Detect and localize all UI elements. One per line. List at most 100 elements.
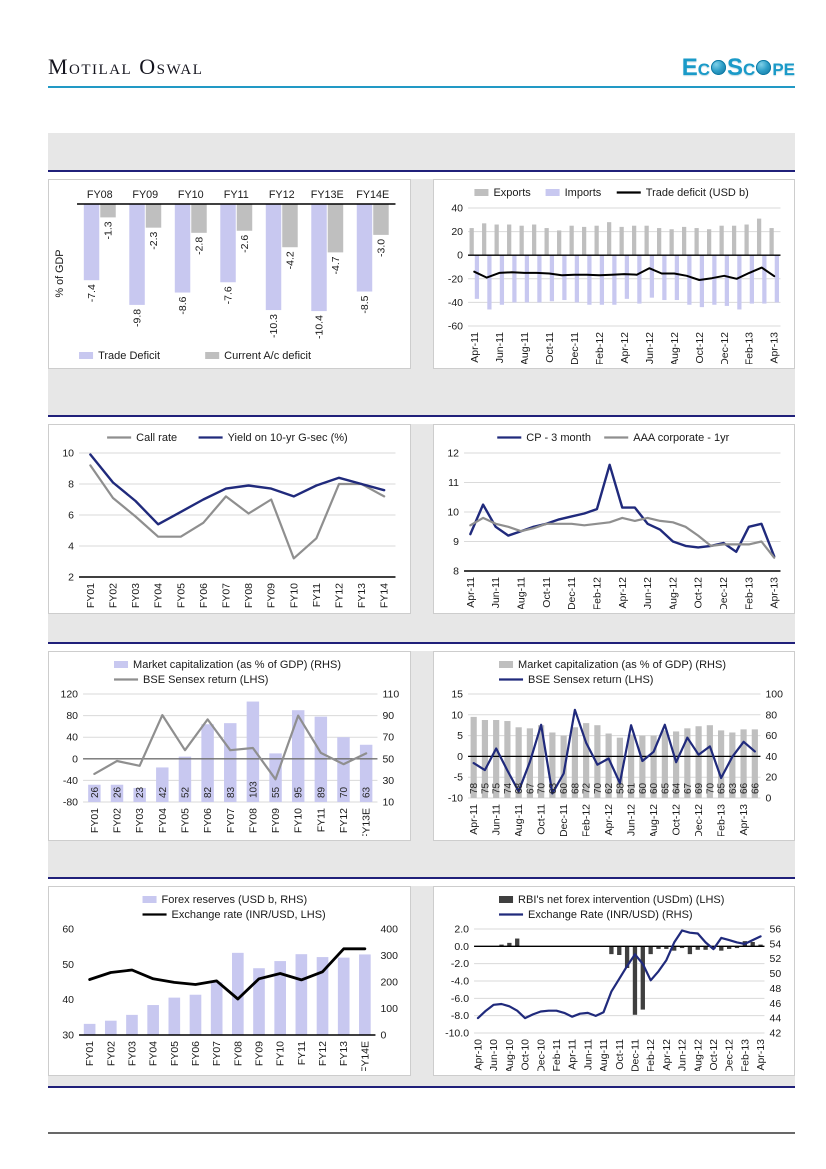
chart-row-3: 120 80 40 0 -40 -80 110 90 70 50 30 10 26 26 23 42 52 82 8… (48, 651, 795, 841)
globe-icon (756, 60, 772, 75)
svg-text:Market capitalization (as % of: Market capitalization (as % of GDP) (RHS… (133, 659, 341, 671)
svg-text:11: 11 (448, 477, 459, 489)
svg-text:-80: -80 (63, 797, 78, 809)
svg-text:Dec-11: Dec-11 (629, 1039, 641, 1071)
svg-text:FY11: FY11 (311, 583, 323, 607)
svg-text:Aug-10: Aug-10 (503, 1039, 515, 1071)
svg-text:FY09: FY09 (270, 808, 282, 833)
svg-text:FY10: FY10 (288, 583, 300, 608)
svg-text:Dec-12: Dec-12 (718, 332, 730, 364)
svg-text:FY13: FY13 (356, 583, 368, 608)
svg-text:Market capitalization (as % of: Market capitalization (as % of GDP) (RHS… (518, 659, 726, 671)
svg-text:0: 0 (72, 753, 78, 765)
svg-text:70: 70 (536, 782, 547, 794)
svg-text:Exports: Exports (493, 187, 531, 199)
svg-text:Apr-12: Apr-12 (660, 1039, 672, 1071)
chart-row-4: 60 50 40 30 400 300 200 100 0 FY01 FY02 FY03 FY04 FY0… (48, 886, 795, 1076)
svg-text:72: 72 (581, 782, 592, 794)
svg-text:FY02: FY02 (105, 1041, 117, 1066)
svg-text:FY06: FY06 (198, 583, 210, 608)
svg-text:FY06: FY06 (202, 808, 214, 833)
svg-text:95: 95 (294, 786, 305, 798)
svg-text:80: 80 (66, 710, 78, 722)
svg-text:FY08: FY08 (243, 583, 255, 608)
svg-text:FY12: FY12 (269, 189, 295, 201)
svg-text:40: 40 (765, 751, 777, 763)
svg-text:Exchange rate (INR/USD, LHS): Exchange rate (INR/USD, LHS) (172, 909, 326, 921)
svg-text:52: 52 (180, 786, 191, 798)
svg-text:Jun-11: Jun-11 (582, 1039, 594, 1070)
svg-text:Trade Deficit: Trade Deficit (98, 350, 160, 362)
svg-text:FY07: FY07 (211, 1041, 223, 1066)
svg-text:60: 60 (649, 782, 660, 794)
chart-forex-reserves: 60 50 40 30 400 300 200 100 0 FY01 FY02 FY03 FY04 FY0… (48, 886, 411, 1076)
svg-text:FY12: FY12 (338, 808, 350, 833)
svg-text:Aug-12: Aug-12 (648, 804, 660, 836)
svg-text:Apr-13: Apr-13 (738, 804, 750, 836)
svg-text:Apr-10: Apr-10 (472, 1039, 484, 1071)
svg-text:64: 64 (671, 782, 682, 794)
svg-text:-8.0: -8.0 (450, 1010, 468, 1022)
svg-text:10: 10 (382, 797, 394, 809)
mcap-sensex-fy-chart: 120 80 40 0 -40 -80 110 90 70 50 30 10 26 26 23 42 52 82 8… (60, 659, 399, 836)
svg-text:60: 60 (765, 730, 777, 742)
svg-text:-9.8: -9.8 (132, 309, 144, 327)
svg-text:74: 74 (502, 782, 513, 794)
svg-text:Feb-13: Feb-13 (715, 804, 727, 836)
chart-mcap-sensex-fy: 120 80 40 0 -40 -80 110 90 70 50 30 10 26 26 23 42 52 82 8… (48, 651, 411, 841)
svg-text:FY03: FY03 (130, 583, 142, 608)
svg-text:Oct-12: Oct-12 (670, 804, 682, 836)
svg-text:20: 20 (765, 772, 777, 784)
svg-text:Feb-13: Feb-13 (743, 577, 755, 609)
svg-text:Dec-11: Dec-11 (566, 577, 578, 609)
svg-text:FY14E: FY14E (359, 1041, 371, 1071)
svg-text:5: 5 (457, 730, 463, 742)
chart-row-2: 10 8 6 4 2 FY01 FY02 FY03 FY04 FY05 FY06 FY07 FY08 FY… (48, 424, 795, 614)
svg-text:Jun-10: Jun-10 (488, 1039, 500, 1071)
svg-text:Oct-11: Oct-11 (540, 577, 552, 608)
svg-text:70: 70 (592, 782, 603, 794)
svg-text:FY06: FY06 (190, 1041, 202, 1066)
svg-text:Aug-12: Aug-12 (668, 332, 680, 364)
logo-text-sc: Sc (727, 54, 756, 81)
svg-text:2: 2 (68, 572, 74, 584)
brand-motilal-oswal: Motilal Oswal (48, 54, 204, 79)
svg-text:Feb-12: Feb-12 (645, 1039, 657, 1071)
svg-text:60: 60 (62, 924, 74, 936)
svg-text:0: 0 (457, 250, 463, 262)
svg-text:FY12: FY12 (317, 1041, 329, 1066)
chart-rbi-intervention: 2.0 0.0 -2.0 -4.0 -6.0 -8.0 -10.0 56 54 52 50 48 46 4… (432, 886, 795, 1076)
svg-text:Dec-12: Dec-12 (718, 577, 730, 609)
svg-text:FY04: FY04 (157, 808, 169, 833)
cp-aaa-chart: 12 11 10 9 8 Apr-11 Jun-11 Aug-11 Oct-11 Dec-11 Fe… (447, 432, 780, 609)
svg-text:-2.8: -2.8 (193, 237, 205, 255)
chart-mcap-sensex-monthly: 15 10 5 0 -5 -10 100 80 60 40 20 0 78 75 75 74 68 67 70 63 6… (432, 651, 795, 841)
svg-text:CP - 3 month: CP - 3 month (526, 432, 591, 444)
svg-text:83: 83 (226, 786, 237, 798)
svg-text:Dec-11: Dec-11 (558, 804, 570, 836)
svg-text:-2.6: -2.6 (239, 235, 251, 253)
svg-text:-8.6: -8.6 (177, 296, 189, 314)
svg-text:Trade deficit (USD b): Trade deficit (USD b) (645, 187, 748, 199)
svg-text:0: 0 (380, 1030, 386, 1042)
svg-text:Apr-12: Apr-12 (618, 332, 630, 364)
svg-text:Imports: Imports (564, 187, 601, 199)
svg-text:54: 54 (769, 938, 781, 950)
svg-text:8: 8 (453, 566, 459, 578)
svg-text:Apr-13: Apr-13 (768, 577, 780, 609)
svg-text:6: 6 (68, 510, 74, 522)
svg-text:50: 50 (382, 753, 394, 765)
svg-text:0: 0 (765, 793, 771, 805)
svg-text:Jun-11: Jun-11 (493, 332, 505, 363)
svg-text:FY08: FY08 (232, 1041, 244, 1066)
svg-text:300: 300 (380, 950, 398, 962)
svg-text:FY01: FY01 (84, 1041, 96, 1066)
footer-rule (48, 1132, 795, 1134)
chart-row-1: -7.4 -9.8 -8.6 -7.6 -10.3 -10.4 -8.5 -1.3 -2.3 -2… (48, 179, 795, 369)
svg-text:Apr-12: Apr-12 (616, 577, 628, 609)
svg-text:10: 10 (451, 709, 463, 721)
svg-text:10: 10 (62, 448, 74, 460)
svg-text:Oct-10: Oct-10 (519, 1039, 531, 1071)
svg-text:-5: -5 (453, 772, 463, 784)
